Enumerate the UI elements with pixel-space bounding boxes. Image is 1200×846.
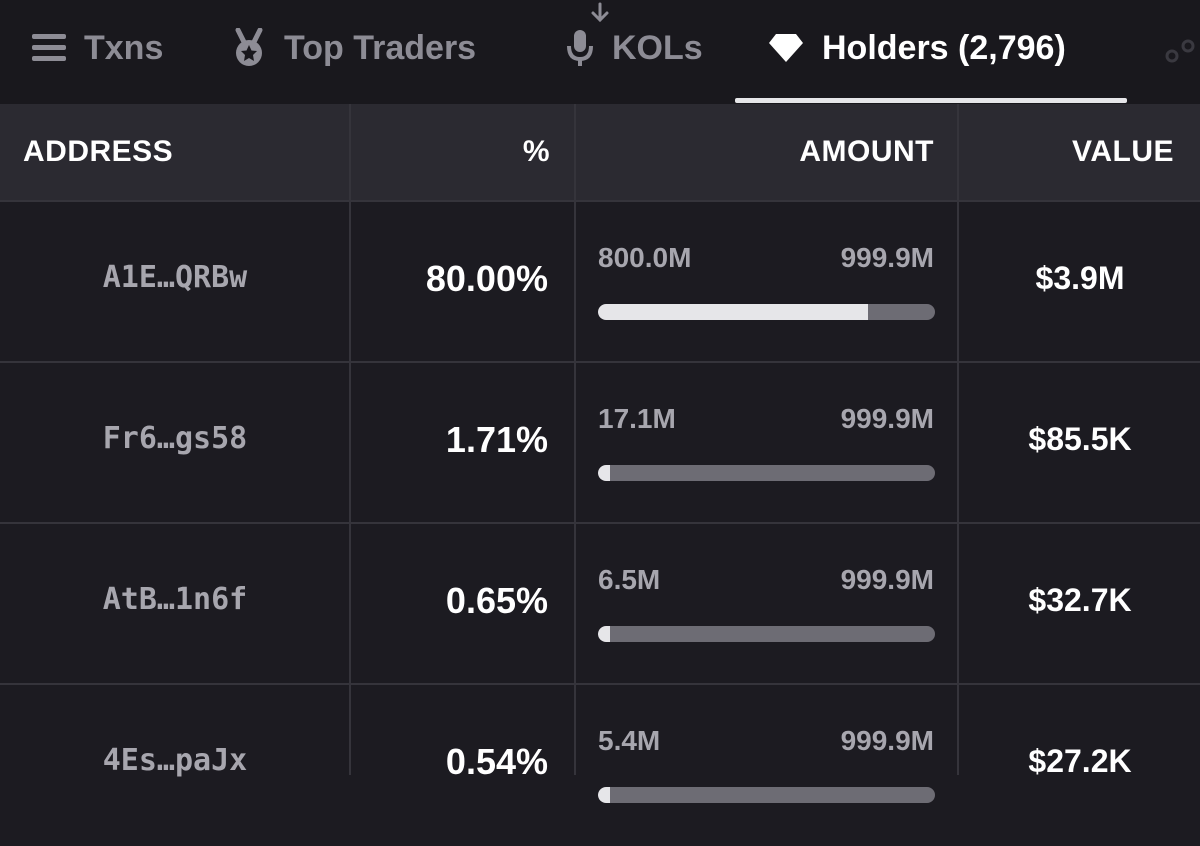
holder-amount: 5.4M [598, 725, 661, 756]
divider [0, 522, 1200, 524]
table-row[interactable]: 4Es…paJx 0.54% 5.4M 999.9M $27.2K [0, 685, 1200, 846]
holder-value: $3.9M [1035, 260, 1125, 296]
holder-percent: 1.71% [445, 419, 548, 460]
holding-progress-fill [598, 465, 610, 481]
column-header-value[interactable]: VALUE [1072, 135, 1174, 168]
column-divider [574, 104, 576, 775]
column-header-amount[interactable]: AMOUNT [799, 135, 934, 168]
holding-progress-bar [598, 304, 935, 320]
total-supply: 999.9M [840, 403, 934, 434]
divider [0, 683, 1200, 685]
divider [0, 200, 1200, 202]
table-header: ADDRESS % AMOUNT VALUE [0, 104, 1200, 200]
tab-holders[interactable]: Holders (2,796) [768, 24, 1066, 72]
total-supply: 999.9M [840, 564, 934, 595]
tab-label: Txns [84, 28, 164, 67]
divider [0, 361, 1200, 363]
holder-amount: 800.0M [598, 242, 692, 273]
table-row[interactable]: A1E…QRBw 80.00% 800.0M 999.9M $3.9M [0, 202, 1200, 363]
holder-address[interactable]: A1E…QRBw [102, 260, 248, 295]
microphone-icon [566, 28, 594, 68]
column-divider [957, 104, 959, 775]
holders-table: ADDRESS % AMOUNT VALUE A1E…QRBw 80.00% 8… [0, 104, 1200, 803]
holder-amount: 6.5M [598, 564, 661, 595]
holder-value: $85.5K [1028, 421, 1132, 457]
holder-amount: 17.1M [598, 403, 676, 434]
table-row[interactable]: Fr6…gs58 1.71% 17.1M 999.9M $85.5K [0, 363, 1200, 524]
holding-progress-bar [598, 787, 935, 803]
holding-progress-bar [598, 626, 935, 642]
tab-label: Holders (2,796) [822, 28, 1066, 67]
holder-value: $32.7K [1028, 582, 1132, 618]
tab-bar: Txns Top Traders KOLs Holders (2,796) [0, 0, 1200, 104]
holder-value: $27.2K [1028, 743, 1132, 779]
holding-progress-fill [598, 626, 610, 642]
table-row[interactable]: AtB…1n6f 0.65% 6.5M 999.9M $32.7K [0, 524, 1200, 685]
holder-percent: 0.54% [445, 741, 548, 782]
active-tab-indicator [735, 98, 1127, 103]
holder-percent: 0.65% [445, 580, 548, 621]
list-icon [32, 33, 66, 63]
medal-icon [232, 28, 266, 68]
column-header-address[interactable]: ADDRESS [23, 135, 174, 168]
total-supply: 999.9M [840, 242, 934, 273]
column-header-percent[interactable]: % [522, 135, 550, 168]
holder-address[interactable]: 4Es…paJx [102, 743, 248, 778]
column-divider [349, 104, 351, 775]
arrow-down-icon [588, 2, 612, 29]
tab-label: KOLs [612, 28, 703, 67]
tab-top-traders[interactable]: Top Traders [232, 24, 476, 72]
holder-address[interactable]: Fr6…gs58 [102, 421, 248, 456]
holding-progress-bar [598, 465, 935, 481]
tab-txns[interactable]: Txns [32, 24, 163, 72]
share-icon[interactable] [1158, 38, 1200, 73]
holding-progress-fill [598, 304, 868, 320]
diamond-icon [768, 33, 804, 63]
holder-percent: 80.00% [425, 258, 548, 299]
tab-kols[interactable]: KOLs [566, 24, 703, 72]
tab-label: Top Traders [284, 28, 477, 67]
holder-address[interactable]: AtB…1n6f [102, 582, 248, 617]
total-supply: 999.9M [840, 725, 934, 756]
holding-progress-fill [598, 787, 610, 803]
